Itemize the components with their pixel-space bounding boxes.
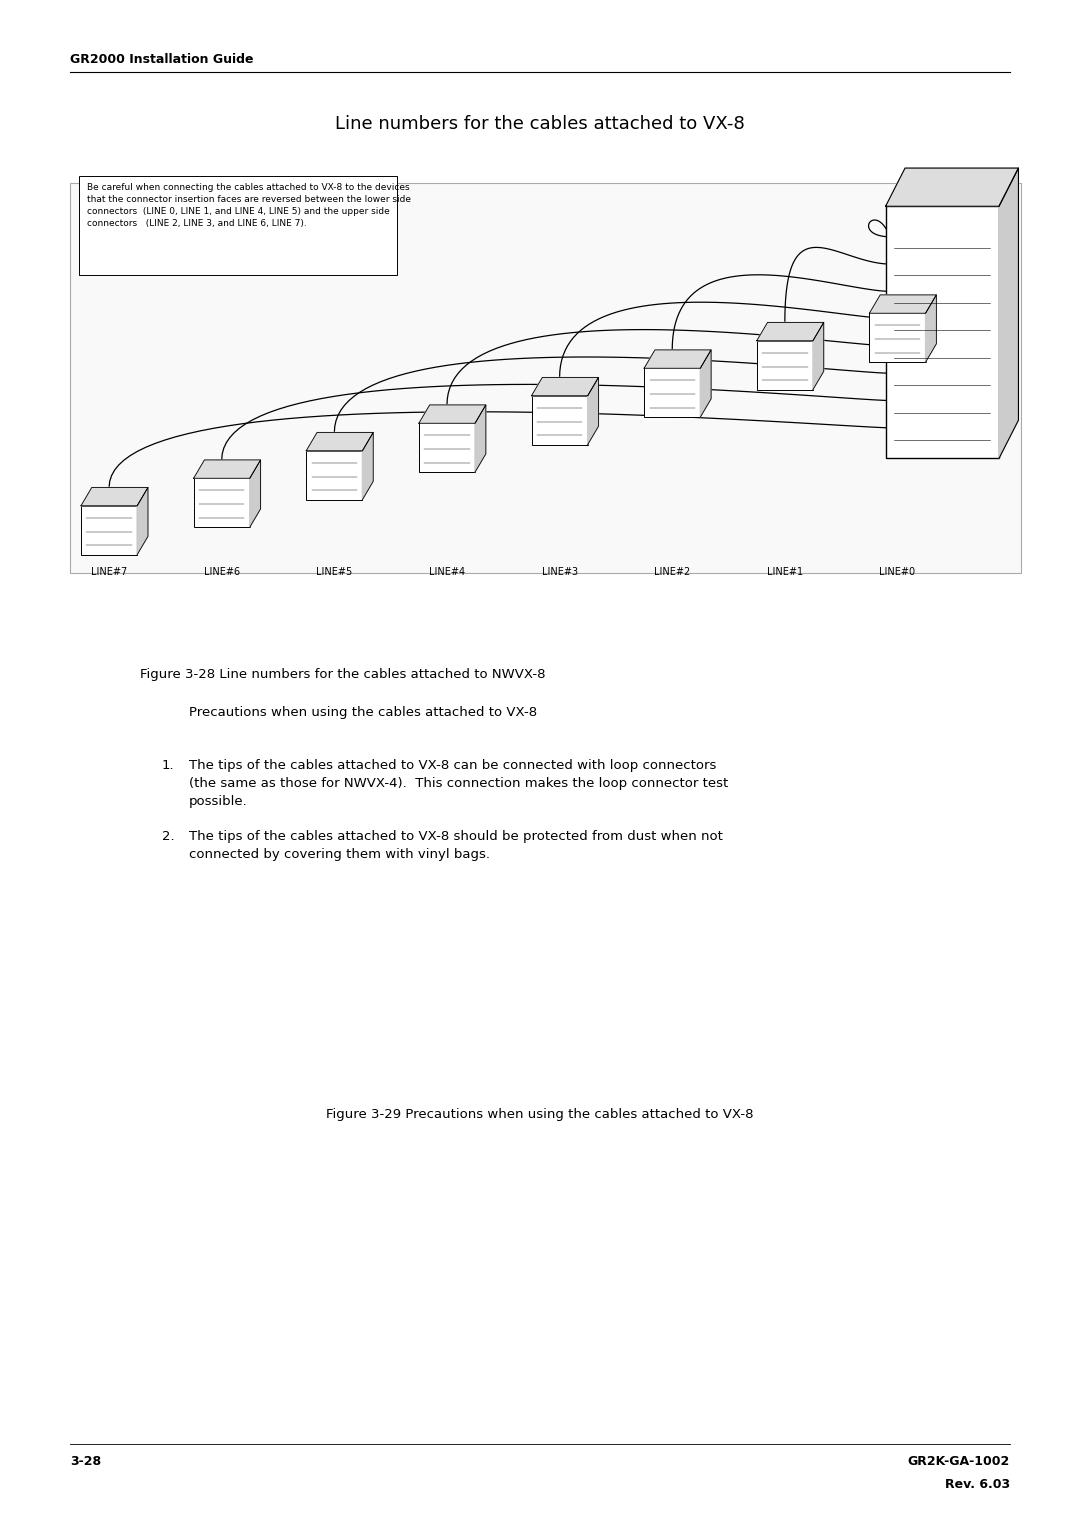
Polygon shape — [363, 432, 374, 500]
Text: The tips of the cables attached to VX-8 can be connected with loop connectors
(t: The tips of the cables attached to VX-8 … — [189, 759, 728, 808]
Polygon shape — [419, 405, 486, 423]
Bar — [81, 506, 137, 555]
Bar — [307, 451, 363, 500]
Bar — [644, 368, 700, 417]
Bar — [869, 313, 926, 362]
Text: Figure 3-28 Line numbers for the cables attached to NWVX-8: Figure 3-28 Line numbers for the cables … — [140, 668, 545, 681]
Text: 3-28: 3-28 — [70, 1455, 102, 1468]
Polygon shape — [81, 487, 148, 506]
Polygon shape — [869, 295, 936, 313]
Polygon shape — [886, 168, 1018, 206]
Polygon shape — [588, 377, 598, 445]
Text: LINE#3: LINE#3 — [541, 567, 578, 578]
Text: Rev. 6.03: Rev. 6.03 — [945, 1478, 1010, 1491]
Text: LINE#7: LINE#7 — [91, 567, 127, 578]
Text: Figure 3-29 Precautions when using the cables attached to VX-8: Figure 3-29 Precautions when using the c… — [326, 1108, 754, 1122]
Polygon shape — [644, 350, 711, 368]
Text: 2.: 2. — [162, 830, 175, 843]
Bar — [70, 183, 1021, 573]
Text: LINE#2: LINE#2 — [654, 567, 690, 578]
Bar — [79, 176, 397, 275]
Text: Be careful when connecting the cables attached to VX-8 to the devices
that the c: Be careful when connecting the cables at… — [87, 183, 411, 228]
Polygon shape — [307, 432, 374, 451]
Polygon shape — [700, 350, 711, 417]
Text: LINE#6: LINE#6 — [204, 567, 240, 578]
Text: GR2000 Installation Guide: GR2000 Installation Guide — [70, 53, 254, 67]
Text: LINE#0: LINE#0 — [879, 567, 916, 578]
Polygon shape — [137, 487, 148, 555]
Text: The tips of the cables attached to VX-8 should be protected from dust when not
c: The tips of the cables attached to VX-8 … — [189, 830, 723, 860]
Polygon shape — [926, 295, 936, 362]
Text: Precautions when using the cables attached to VX-8: Precautions when using the cables attach… — [189, 706, 537, 720]
Text: 1.: 1. — [162, 759, 175, 773]
Polygon shape — [475, 405, 486, 472]
Bar — [886, 206, 999, 458]
Bar — [531, 396, 588, 445]
Bar — [419, 423, 475, 472]
Text: Line numbers for the cables attached to VX-8: Line numbers for the cables attached to … — [335, 115, 745, 133]
Polygon shape — [757, 322, 824, 341]
Text: LINE#5: LINE#5 — [316, 567, 352, 578]
Polygon shape — [999, 168, 1018, 458]
Text: LINE#1: LINE#1 — [767, 567, 802, 578]
Polygon shape — [531, 377, 598, 396]
Polygon shape — [249, 460, 260, 527]
Polygon shape — [193, 460, 260, 478]
Text: LINE#4: LINE#4 — [429, 567, 465, 578]
Bar — [757, 341, 813, 390]
Text: GR2K-GA-1002: GR2K-GA-1002 — [907, 1455, 1010, 1468]
Bar — [193, 478, 249, 527]
Polygon shape — [813, 322, 824, 390]
